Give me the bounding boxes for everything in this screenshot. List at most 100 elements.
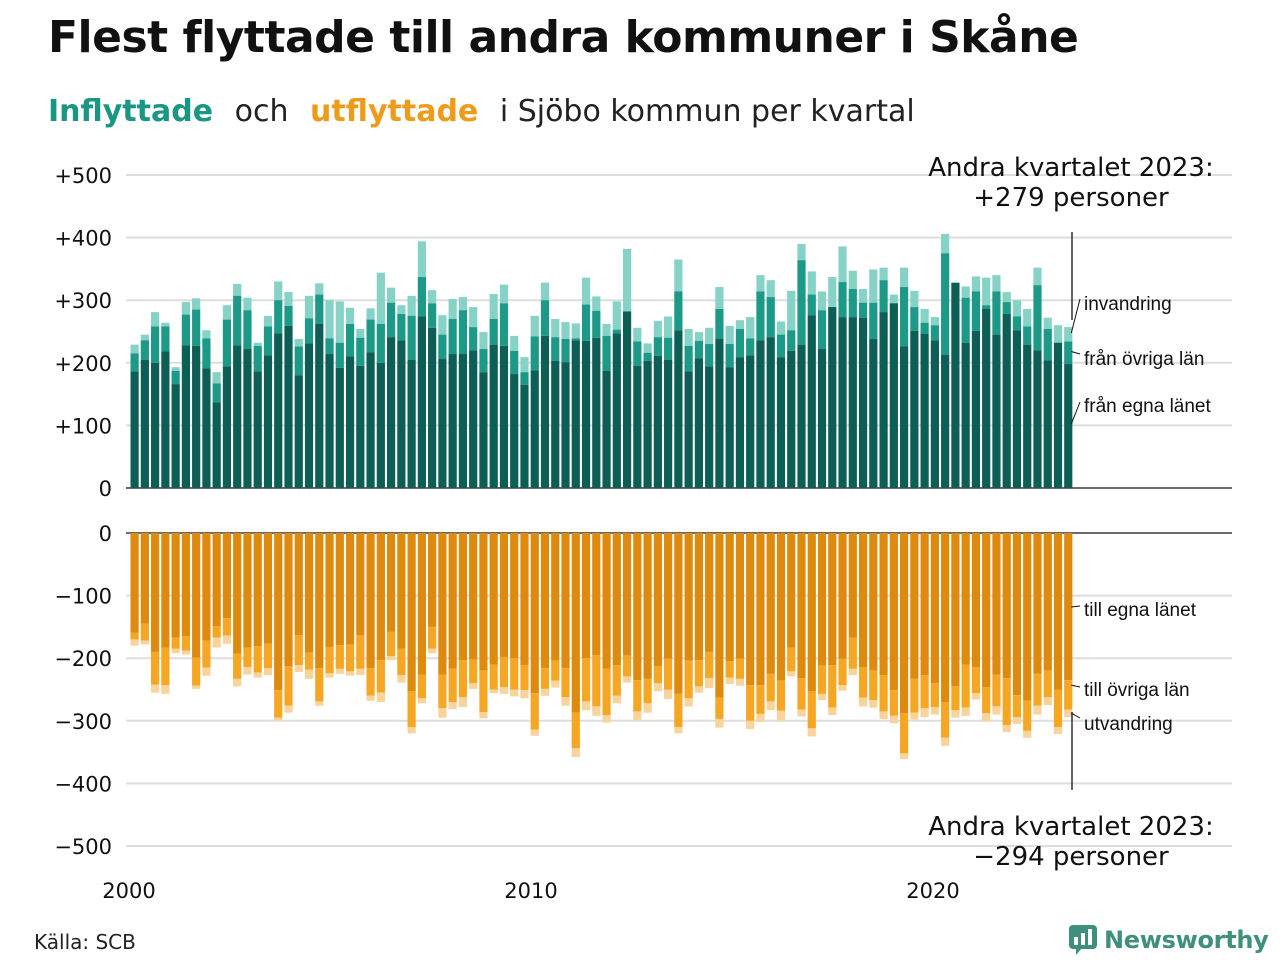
bar-out-till-egna-lanet [499,533,509,657]
bar-out-utvandring [551,680,560,688]
bar-out-utvandring [202,667,211,676]
bar-out-till-ovriga-lan [828,665,837,708]
bar-out-till-ovriga-lan [356,635,365,669]
bar-out-till-ovriga-lan [212,626,221,638]
bar-in-fran-ovriga-lan [735,328,745,358]
bar-in-fran-ovriga-lan [438,334,447,360]
bar-in-fran-ovriga-lan [1064,341,1073,365]
bar-out-till-ovriga-lan [592,655,601,707]
bar-in-fran-egna-lanet [151,362,160,488]
bar-in-fran-egna-lanet [592,337,601,488]
bar-in-invandring [848,270,857,289]
bar-in-fran-ovriga-lan [315,294,324,324]
bar-in-fran-ovriga-lan [705,344,714,367]
bar-in-invandring [397,305,406,314]
bar-in-invandring [622,248,632,313]
bar-out-utvandring [930,707,939,715]
bar-out-till-egna-lanet [202,533,211,641]
bar-in-fran-ovriga-lan [428,303,437,328]
bar-out-utvandring [315,701,324,706]
bar-out-till-egna-lanet [581,533,591,659]
bar-in-fran-ovriga-lan [335,342,344,368]
bar-in-fran-ovriga-lan [756,291,765,341]
bar-out-till-egna-lanet [376,533,385,661]
bar-out-till-egna-lanet [858,533,868,667]
bar-out-utvandring [612,695,621,704]
bar-in-invandring [520,357,529,373]
subtitle-utflyttade: utflyttade [310,94,479,129]
bar-out-utvandring [992,706,1001,715]
series-label-in: från övriga län [1084,349,1204,370]
bar-out-till-ovriga-lan [869,670,878,701]
bar-in-fran-egna-lanet [479,372,488,488]
bar-in-invandring [725,325,734,345]
bar-in-invandring [222,305,232,320]
bar-out-till-egna-lanet [335,533,344,646]
bar-in-fran-ovriga-lan [838,282,847,318]
bar-out-utvandring [181,650,190,655]
bar-in-fran-ovriga-lan [869,302,878,340]
bar-in-invandring [971,276,981,292]
bar-in-fran-egna-lanet [848,317,857,488]
bar-in-fran-ovriga-lan [684,345,693,372]
bar-in-fran-egna-lanet [602,370,611,488]
bar-out-till-ovriga-lan [243,647,252,667]
bar-in-invandring [684,328,693,346]
bar-in-fran-egna-lanet [776,357,786,488]
bar-out-utvandring [807,728,816,737]
bar-out-till-ovriga-lan [684,660,693,699]
bar-in-fran-ovriga-lan [633,341,642,366]
bar-in-fran-ovriga-lan [1012,316,1022,331]
bar-in-invandring [304,295,314,319]
bar-out-till-ovriga-lan [284,666,293,706]
bar-out-till-ovriga-lan [428,626,437,649]
bar-out-till-ovriga-lan [581,658,591,702]
bar-in-fran-egna-lanet [746,355,755,488]
bar-in-invandring [910,290,919,308]
bar-in-fran-egna-lanet [376,362,385,488]
bar-out-utvandring [151,684,160,693]
bar-out-till-ovriga-lan [274,690,283,718]
bar-in-invandring [407,295,416,316]
bar-out-till-egna-lanet [181,533,190,637]
bar-out-utvandring [1043,697,1052,706]
bar-in-invandring [664,316,673,338]
bar-out-till-ovriga-lan [715,697,724,719]
bar-in-invandring [941,233,950,254]
bar-in-fran-ovriga-lan [664,337,673,360]
bar-in-fran-egna-lanet [1033,350,1042,488]
bar-out-till-egna-lanet [479,533,488,671]
bar-out-till-ovriga-lan [1053,689,1063,728]
bar-out-utvandring [222,635,232,644]
bar-out-till-egna-lanet [1043,533,1052,671]
bar-in-fran-egna-lanet [356,365,365,488]
bar-out-till-ovriga-lan [694,660,703,687]
bar-out-till-ovriga-lan [705,651,714,679]
bar-out-till-egna-lanet [274,533,283,691]
bar-in-invandring [879,267,888,281]
bar-in-fran-egna-lanet [1012,330,1022,488]
bar-in-fran-egna-lanet [438,359,447,488]
bar-out-till-egna-lanet [294,533,303,636]
bar-out-till-egna-lanet [592,533,601,656]
bar-in-fran-ovriga-lan [499,303,509,346]
bar-out-utvandring [325,673,334,678]
bar-out-utvandring [961,707,970,716]
bar-in-fran-ovriga-lan [181,314,190,346]
subtitle-rest: i Sjöbo kommun per kvartal [499,94,915,129]
bar-out-utvandring [1053,727,1063,734]
bar-in-fran-ovriga-lan [540,300,550,336]
bar-out-utvandring [879,711,888,719]
bar-out-till-ovriga-lan [499,656,509,687]
bar-in-fran-egna-lanet [787,350,796,488]
bar-in-fran-egna-lanet [561,362,570,488]
bar-in-fran-egna-lanet [961,342,970,488]
bar-out-utvandring [1012,717,1022,724]
bar-in-fran-egna-lanet [263,355,273,488]
bar-in-fran-egna-lanet [181,345,190,488]
bar-out-utvandring [356,668,365,676]
y-tick-label-top: +100 [54,414,112,438]
bar-in-invandring [817,291,827,311]
bar-out-till-ovriga-lan [161,647,170,686]
bar-in-fran-egna-lanet [387,337,396,488]
